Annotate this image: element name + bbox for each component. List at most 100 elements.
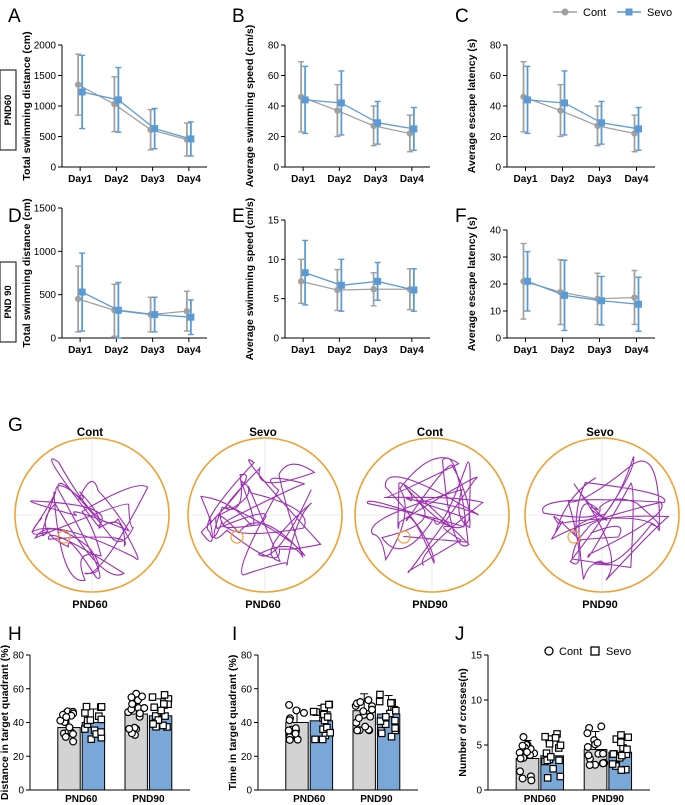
panel-H: H 0 20 40 60 80 PND60 PND90 Distance in target q… bbox=[0, 624, 190, 805]
x-tick-label: PND90 bbox=[592, 794, 625, 805]
y-tick-label: 0 bbox=[495, 163, 501, 174]
scatter-point-cont bbox=[69, 737, 78, 746]
scatter-point-cont bbox=[583, 743, 592, 752]
panel-G: G Cont PND60 Sevo PND60 Cont PND90 Sevo PND90 bbox=[8, 415, 680, 611]
data-point-cont bbox=[74, 295, 82, 303]
scatter-point-sevo bbox=[608, 760, 617, 768]
y-tick-label: 40 bbox=[13, 718, 25, 729]
y-tick-label: 5 bbox=[273, 294, 279, 305]
y-tick-label: 20 bbox=[13, 752, 25, 763]
bar-legend-cont-label: Cont bbox=[559, 646, 582, 658]
panel-E: E 0 5 10 15 Day1 Day2 Day3 Day4 Average swimming … bbox=[232, 198, 430, 360]
y-axis-label: Distance in target quadrant (%) bbox=[0, 645, 11, 800]
x-tick-label: Day3 bbox=[364, 174, 388, 185]
panel-label-E: E bbox=[232, 206, 245, 227]
y-axis-label: Total swimming distance (cm) bbox=[21, 31, 33, 180]
scatter-point-sevo bbox=[377, 729, 386, 738]
data-point-sevo bbox=[598, 297, 605, 305]
y-tick-label: 60 bbox=[490, 71, 502, 82]
y-tick-label: 20 bbox=[268, 132, 280, 143]
panel-F: F 0 10 20 30 40 Day1 Day2 Day3 Day4 Average escape… bbox=[455, 206, 655, 356]
y-tick-label: 1500 bbox=[34, 71, 57, 82]
scatter-point-sevo bbox=[391, 706, 400, 715]
legend-sevo-marker bbox=[625, 8, 633, 16]
track-title: Cont bbox=[77, 427, 103, 439]
scatter-point-cont bbox=[516, 754, 525, 763]
x-tick-label: Day3 bbox=[588, 174, 612, 185]
scatter-point-cont bbox=[359, 707, 368, 716]
y-tick-label: 40 bbox=[241, 718, 253, 729]
x-tick-label: Day4 bbox=[400, 345, 424, 356]
swim-path bbox=[542, 456, 670, 581]
swim-path bbox=[200, 459, 322, 576]
scatter-point-sevo bbox=[149, 720, 157, 728]
scatter-point-cont bbox=[61, 732, 70, 741]
bar-legend-sevo-marker bbox=[590, 646, 600, 656]
data-point-sevo bbox=[410, 286, 418, 294]
scatter-point-sevo bbox=[382, 713, 390, 721]
scatter-point-sevo bbox=[624, 733, 633, 742]
legend-cont-label: Cont bbox=[583, 7, 606, 19]
data-point-sevo bbox=[524, 277, 531, 285]
x-tick-label: Day1 bbox=[291, 345, 315, 356]
scatter-point-cont bbox=[62, 713, 71, 722]
panel-A: A 0 500 1000 1500 2000 Day1 Day2 Day3 Day4 Total s… bbox=[8, 6, 207, 185]
series-line-sevo bbox=[81, 291, 191, 318]
x-tick-label: Day4 bbox=[625, 174, 649, 185]
data-point-cont bbox=[557, 107, 564, 114]
scatter-point-cont bbox=[527, 776, 536, 785]
x-tick-label: Day2 bbox=[104, 345, 128, 356]
scatter-point-sevo bbox=[387, 732, 396, 741]
row-label-pnd60: PND60 bbox=[3, 95, 14, 126]
y-tick-label: 80 bbox=[241, 651, 253, 662]
scatter-point-sevo bbox=[556, 741, 565, 750]
y-tick-label: 5 bbox=[476, 741, 482, 752]
y-tick-label: 0 bbox=[18, 786, 24, 797]
scatter-point-cont bbox=[356, 698, 365, 707]
y-tick-label: 0 bbox=[273, 334, 279, 345]
data-point-sevo bbox=[151, 125, 159, 133]
series-line-sevo bbox=[81, 91, 192, 140]
scatter-point-cont bbox=[135, 709, 144, 718]
y-tick-label: 60 bbox=[268, 71, 280, 82]
swim-path bbox=[30, 458, 149, 581]
y-tick-label: 10 bbox=[268, 255, 280, 266]
y-tick-label: 80 bbox=[13, 651, 25, 662]
scatter-point-sevo bbox=[97, 702, 106, 711]
x-tick-label: PND60 bbox=[524, 794, 557, 805]
scatter-point-sevo bbox=[391, 716, 399, 725]
x-tick-label: Day1 bbox=[514, 345, 538, 356]
track-label: PND90 bbox=[412, 599, 447, 611]
x-tick-label: Day4 bbox=[177, 174, 201, 185]
series-line-sevo bbox=[305, 99, 414, 130]
x-tick-label: Day1 bbox=[514, 174, 538, 185]
y-tick-label: 20 bbox=[241, 752, 253, 763]
data-point-cont bbox=[370, 286, 377, 293]
y-tick-label: 60 bbox=[241, 684, 253, 695]
x-tick-label: Day3 bbox=[364, 345, 388, 356]
data-point-sevo bbox=[374, 119, 382, 127]
scatter-point-cont bbox=[285, 700, 294, 709]
data-point-cont bbox=[297, 278, 305, 285]
data-point-sevo bbox=[78, 288, 86, 296]
scatter-point-sevo bbox=[159, 721, 167, 730]
scatter-point-sevo bbox=[81, 709, 89, 717]
track-title: Sevo bbox=[249, 427, 277, 439]
panel-J: J 0 5 10 15 PND60 PND90 Number of crosses(n) bbox=[455, 624, 650, 805]
scatter-point-cont bbox=[518, 774, 527, 783]
data-point-sevo bbox=[410, 125, 418, 133]
track-label: PND90 bbox=[582, 599, 617, 611]
x-tick-label: Day3 bbox=[141, 174, 165, 185]
top-legend: Cont Sevo bbox=[553, 7, 672, 19]
data-point-sevo bbox=[78, 88, 86, 96]
y-tick-label: 0 bbox=[50, 163, 56, 174]
x-tick-label: Day1 bbox=[291, 174, 315, 185]
scatter-point-cont bbox=[285, 716, 294, 725]
y-tick-label: 500 bbox=[39, 132, 56, 143]
x-tick-label: Day2 bbox=[327, 345, 351, 356]
y-tick-label: 40 bbox=[490, 226, 502, 237]
data-point-cont bbox=[74, 81, 82, 88]
scatter-point-cont bbox=[585, 761, 594, 770]
y-tick-label: 40 bbox=[490, 102, 502, 113]
